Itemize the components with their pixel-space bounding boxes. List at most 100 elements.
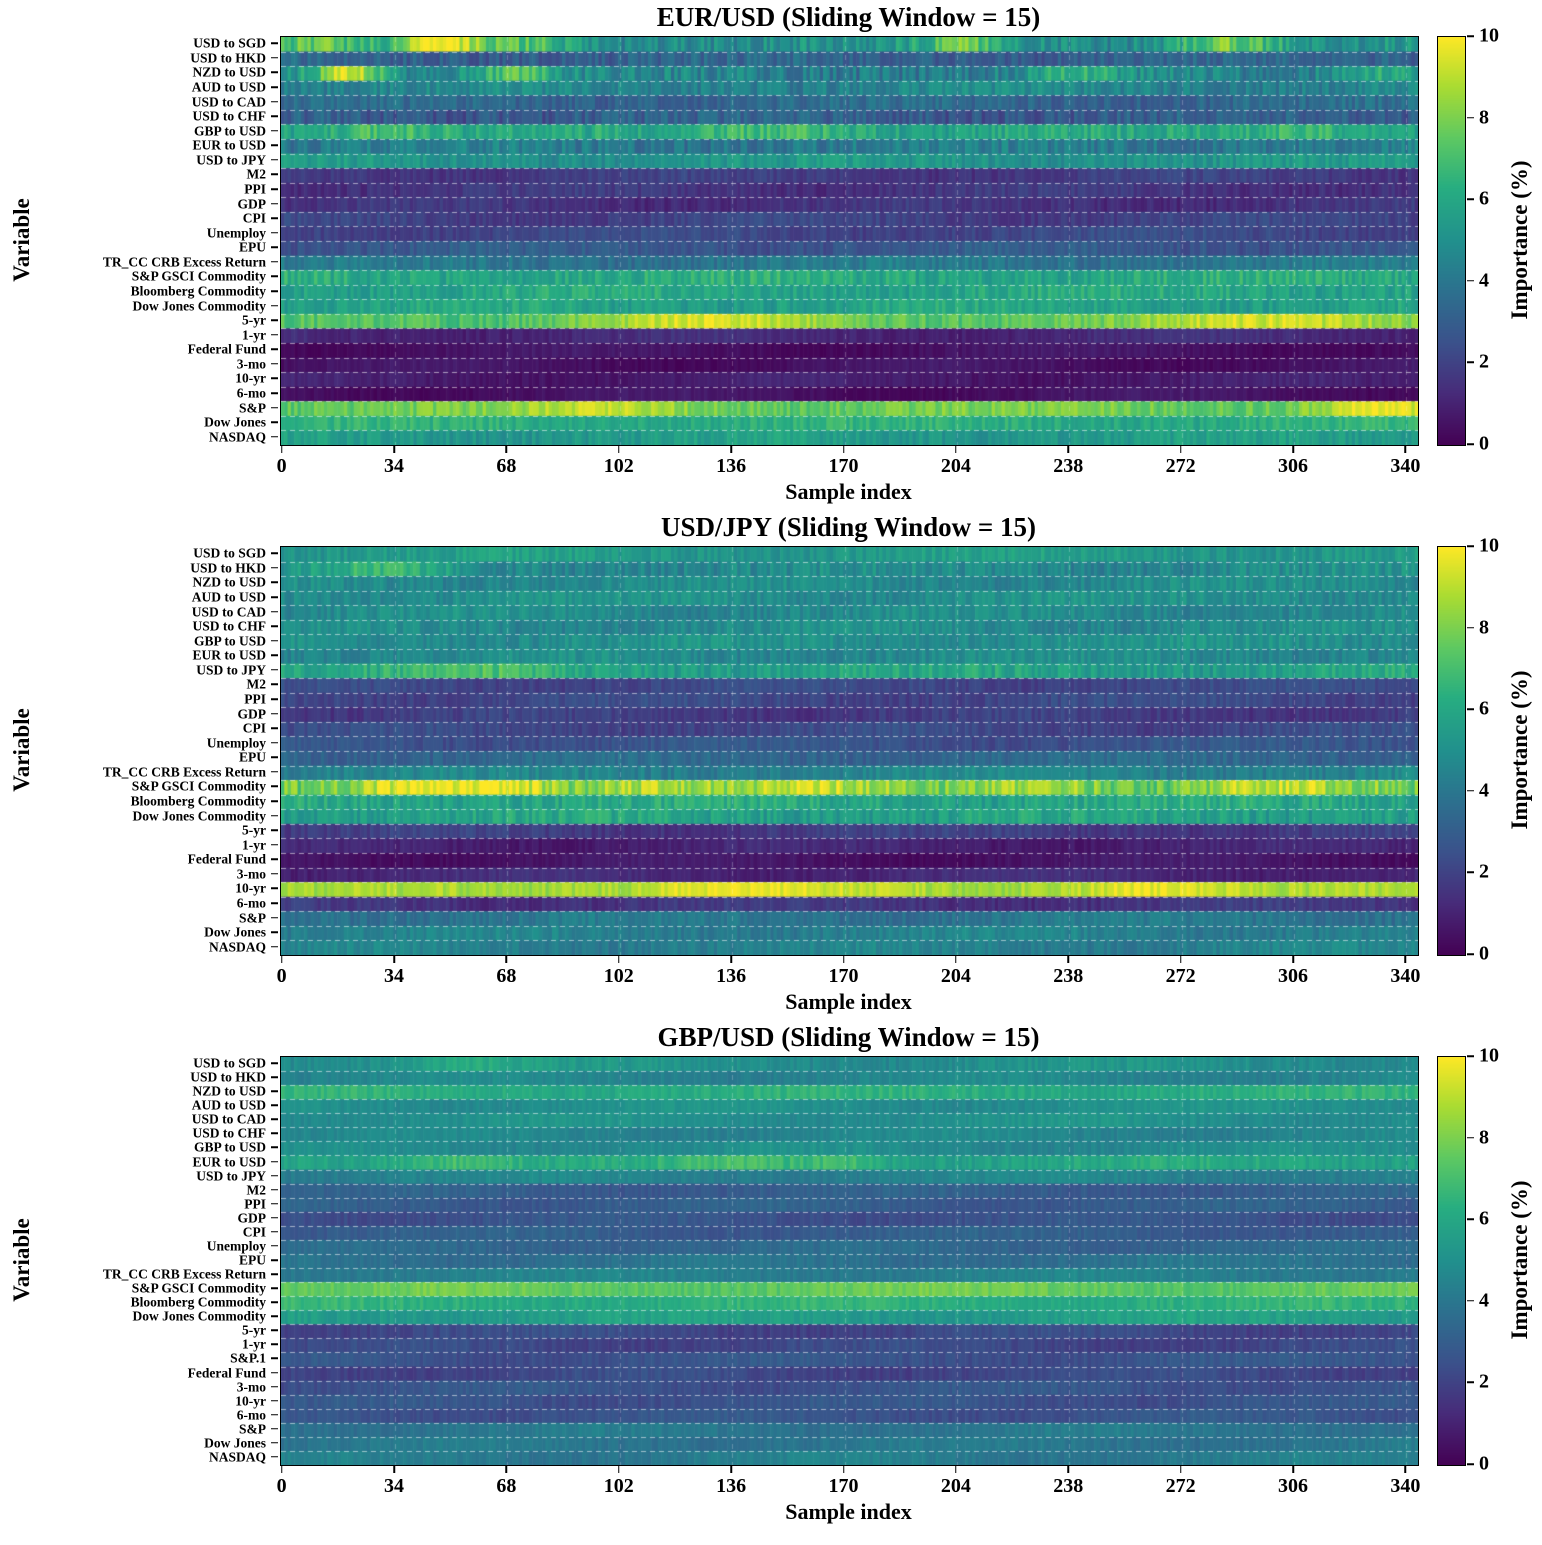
- y-tick-label: 6-mo: [236, 385, 266, 401]
- colorbar-tick-label: 0: [1479, 1452, 1489, 1475]
- colorbar-tick-labels: 0 2 4 6 8 10: [1467, 25, 1537, 455]
- y-tick-mark: [271, 1259, 278, 1261]
- x-tick-label: 272: [1165, 965, 1196, 987]
- colorbar-canvas: [1438, 37, 1465, 445]
- y-tick-label: USD to HKD: [190, 50, 266, 66]
- x-tick-label: 0: [276, 455, 287, 477]
- x-tick-mark: [393, 956, 395, 963]
- y-tick-label: USD to CHF: [192, 618, 267, 634]
- y-tick-label: GDP: [237, 1210, 267, 1226]
- y-tick-label: 10-yr: [235, 880, 266, 896]
- y-tick-label: 1-yr: [242, 326, 266, 342]
- x-tick-label: 136: [716, 455, 747, 477]
- y-tick-label: TR_CC CRB Excess Return: [102, 1266, 266, 1282]
- x-tick-label: 272: [1165, 1475, 1196, 1497]
- y-tick-label: 10-yr: [235, 370, 266, 386]
- x-tick-label: 306: [1278, 1475, 1309, 1497]
- x-tick-mark: [1067, 956, 1070, 963]
- x-tick-label: 0: [276, 965, 287, 987]
- y-tick-label: 10-yr: [235, 1392, 266, 1408]
- x-tick-mark: [730, 956, 732, 963]
- y-tick-label: 3-mo: [236, 866, 266, 882]
- y-tick-label: NASDAQ: [208, 428, 266, 444]
- y-tick-mark: [271, 1301, 278, 1303]
- y-tick-mark: [271, 625, 278, 627]
- x-tick-mark: [730, 446, 732, 453]
- heatmap-plot-area: [280, 1056, 1419, 1466]
- y-tick-label: PPI: [244, 691, 266, 707]
- colorbar-tick-mark: [1467, 1055, 1474, 1057]
- y-tick-label: Dow Jones: [204, 414, 266, 430]
- x-tick-mark: [393, 446, 395, 453]
- y-tick-mark: [271, 71, 278, 74]
- x-tick-label: 306: [1278, 965, 1309, 987]
- colorbar-tick-mark: [1467, 871, 1474, 874]
- x-axis-label: Sample index: [785, 1499, 912, 1524]
- y-tick-mark: [271, 1371, 278, 1374]
- y-tick-label: 5-yr: [242, 1322, 266, 1338]
- x-tick-label: 272: [1165, 455, 1196, 477]
- x-tick-label: 136: [716, 965, 747, 987]
- y-tick-mark: [271, 887, 278, 890]
- y-tick-label: USD to CAD: [191, 603, 266, 619]
- x-tick-mark: [730, 1466, 732, 1473]
- y-tick-mark: [271, 406, 278, 409]
- colorbar-tick-label: 2: [1479, 860, 1489, 883]
- x-tick-mark: [1404, 446, 1407, 453]
- x-tick-label: 204: [940, 1475, 971, 1497]
- y-tick-label: USD to CHF: [192, 108, 267, 124]
- chart-title: EUR/USD (Sliding Window = 15): [656, 2, 1041, 32]
- y-tick-mark: [271, 756, 278, 759]
- y-tick-mark: [271, 363, 278, 365]
- x-tick-labels: 0 34 68 102 136 170 204 238 272 306 340: [276, 956, 1420, 990]
- x-tick-mark: [505, 1466, 508, 1473]
- y-tick-label: GBP to USD: [193, 1139, 266, 1155]
- x-tick-label: 0: [276, 1475, 287, 1497]
- colorbar-tick-label: 8: [1479, 616, 1489, 639]
- y-tick-label: USD to CAD: [191, 93, 266, 109]
- colorbar-tick-mark: [1467, 1463, 1474, 1465]
- y-tick-mark: [271, 159, 278, 161]
- colorbar-tick-label: 6: [1479, 187, 1489, 210]
- y-tick-mark: [271, 1090, 278, 1092]
- y-tick-mark: [271, 596, 278, 598]
- y-tick-label: S&P.1: [230, 1350, 266, 1366]
- y-tick-mark: [271, 1062, 278, 1064]
- colorbar-tick-mark: [1467, 1218, 1474, 1220]
- y-tick-label: Unemploy: [206, 734, 266, 750]
- y-tick-mark: [271, 261, 278, 263]
- y-tick-mark: [271, 1385, 278, 1388]
- y-tick-label: CPI: [242, 720, 266, 736]
- y-tick-label: USD to JPY: [196, 152, 266, 168]
- y-tick-labels: USD to SGD USD to HKD NZD to USD AUD to USD…: [0, 1056, 279, 1464]
- y-tick-mark: [271, 552, 278, 555]
- y-tick-mark: [271, 333, 278, 336]
- x-tick-label: 102: [603, 1475, 634, 1497]
- y-tick-mark: [271, 129, 278, 132]
- y-tick-label: EPU: [239, 749, 266, 765]
- y-tick-mark: [271, 581, 278, 584]
- y-tick-label: TR_CC CRB Excess Return: [102, 254, 266, 270]
- y-tick-mark: [271, 1357, 278, 1360]
- y-tick-mark: [271, 814, 278, 817]
- y-tick-mark: [271, 246, 278, 249]
- y-tick-mark: [271, 945, 278, 948]
- heatmap-figure-gbpusd: GBP/USD (Sliding Window = 15) Variable U…: [0, 1020, 1542, 1530]
- colorbar-tick-label: 4: [1479, 1289, 1489, 1312]
- heatmap-canvas: [281, 1057, 1418, 1465]
- x-tick-mark: [280, 1466, 283, 1473]
- y-tick-mark: [271, 392, 278, 394]
- y-tick-mark: [271, 858, 278, 861]
- y-tick-label: Dow Jones: [204, 1435, 266, 1451]
- y-tick-mark: [271, 275, 278, 278]
- y-tick-label: S&P GSCI Commodity: [131, 778, 266, 794]
- y-tick-label: Bloomberg Commodity: [130, 283, 266, 299]
- y-tick-label: M2: [246, 166, 267, 182]
- y-tick-label: 3-mo: [236, 1378, 266, 1394]
- y-tick-mark: [271, 843, 278, 846]
- y-tick-label: AUD to USD: [191, 1097, 266, 1113]
- colorbar-tick-mark: [1467, 1300, 1474, 1302]
- x-tick-label: 68: [496, 1475, 517, 1497]
- y-tick-mark: [271, 231, 278, 234]
- x-tick-mark: [280, 446, 283, 453]
